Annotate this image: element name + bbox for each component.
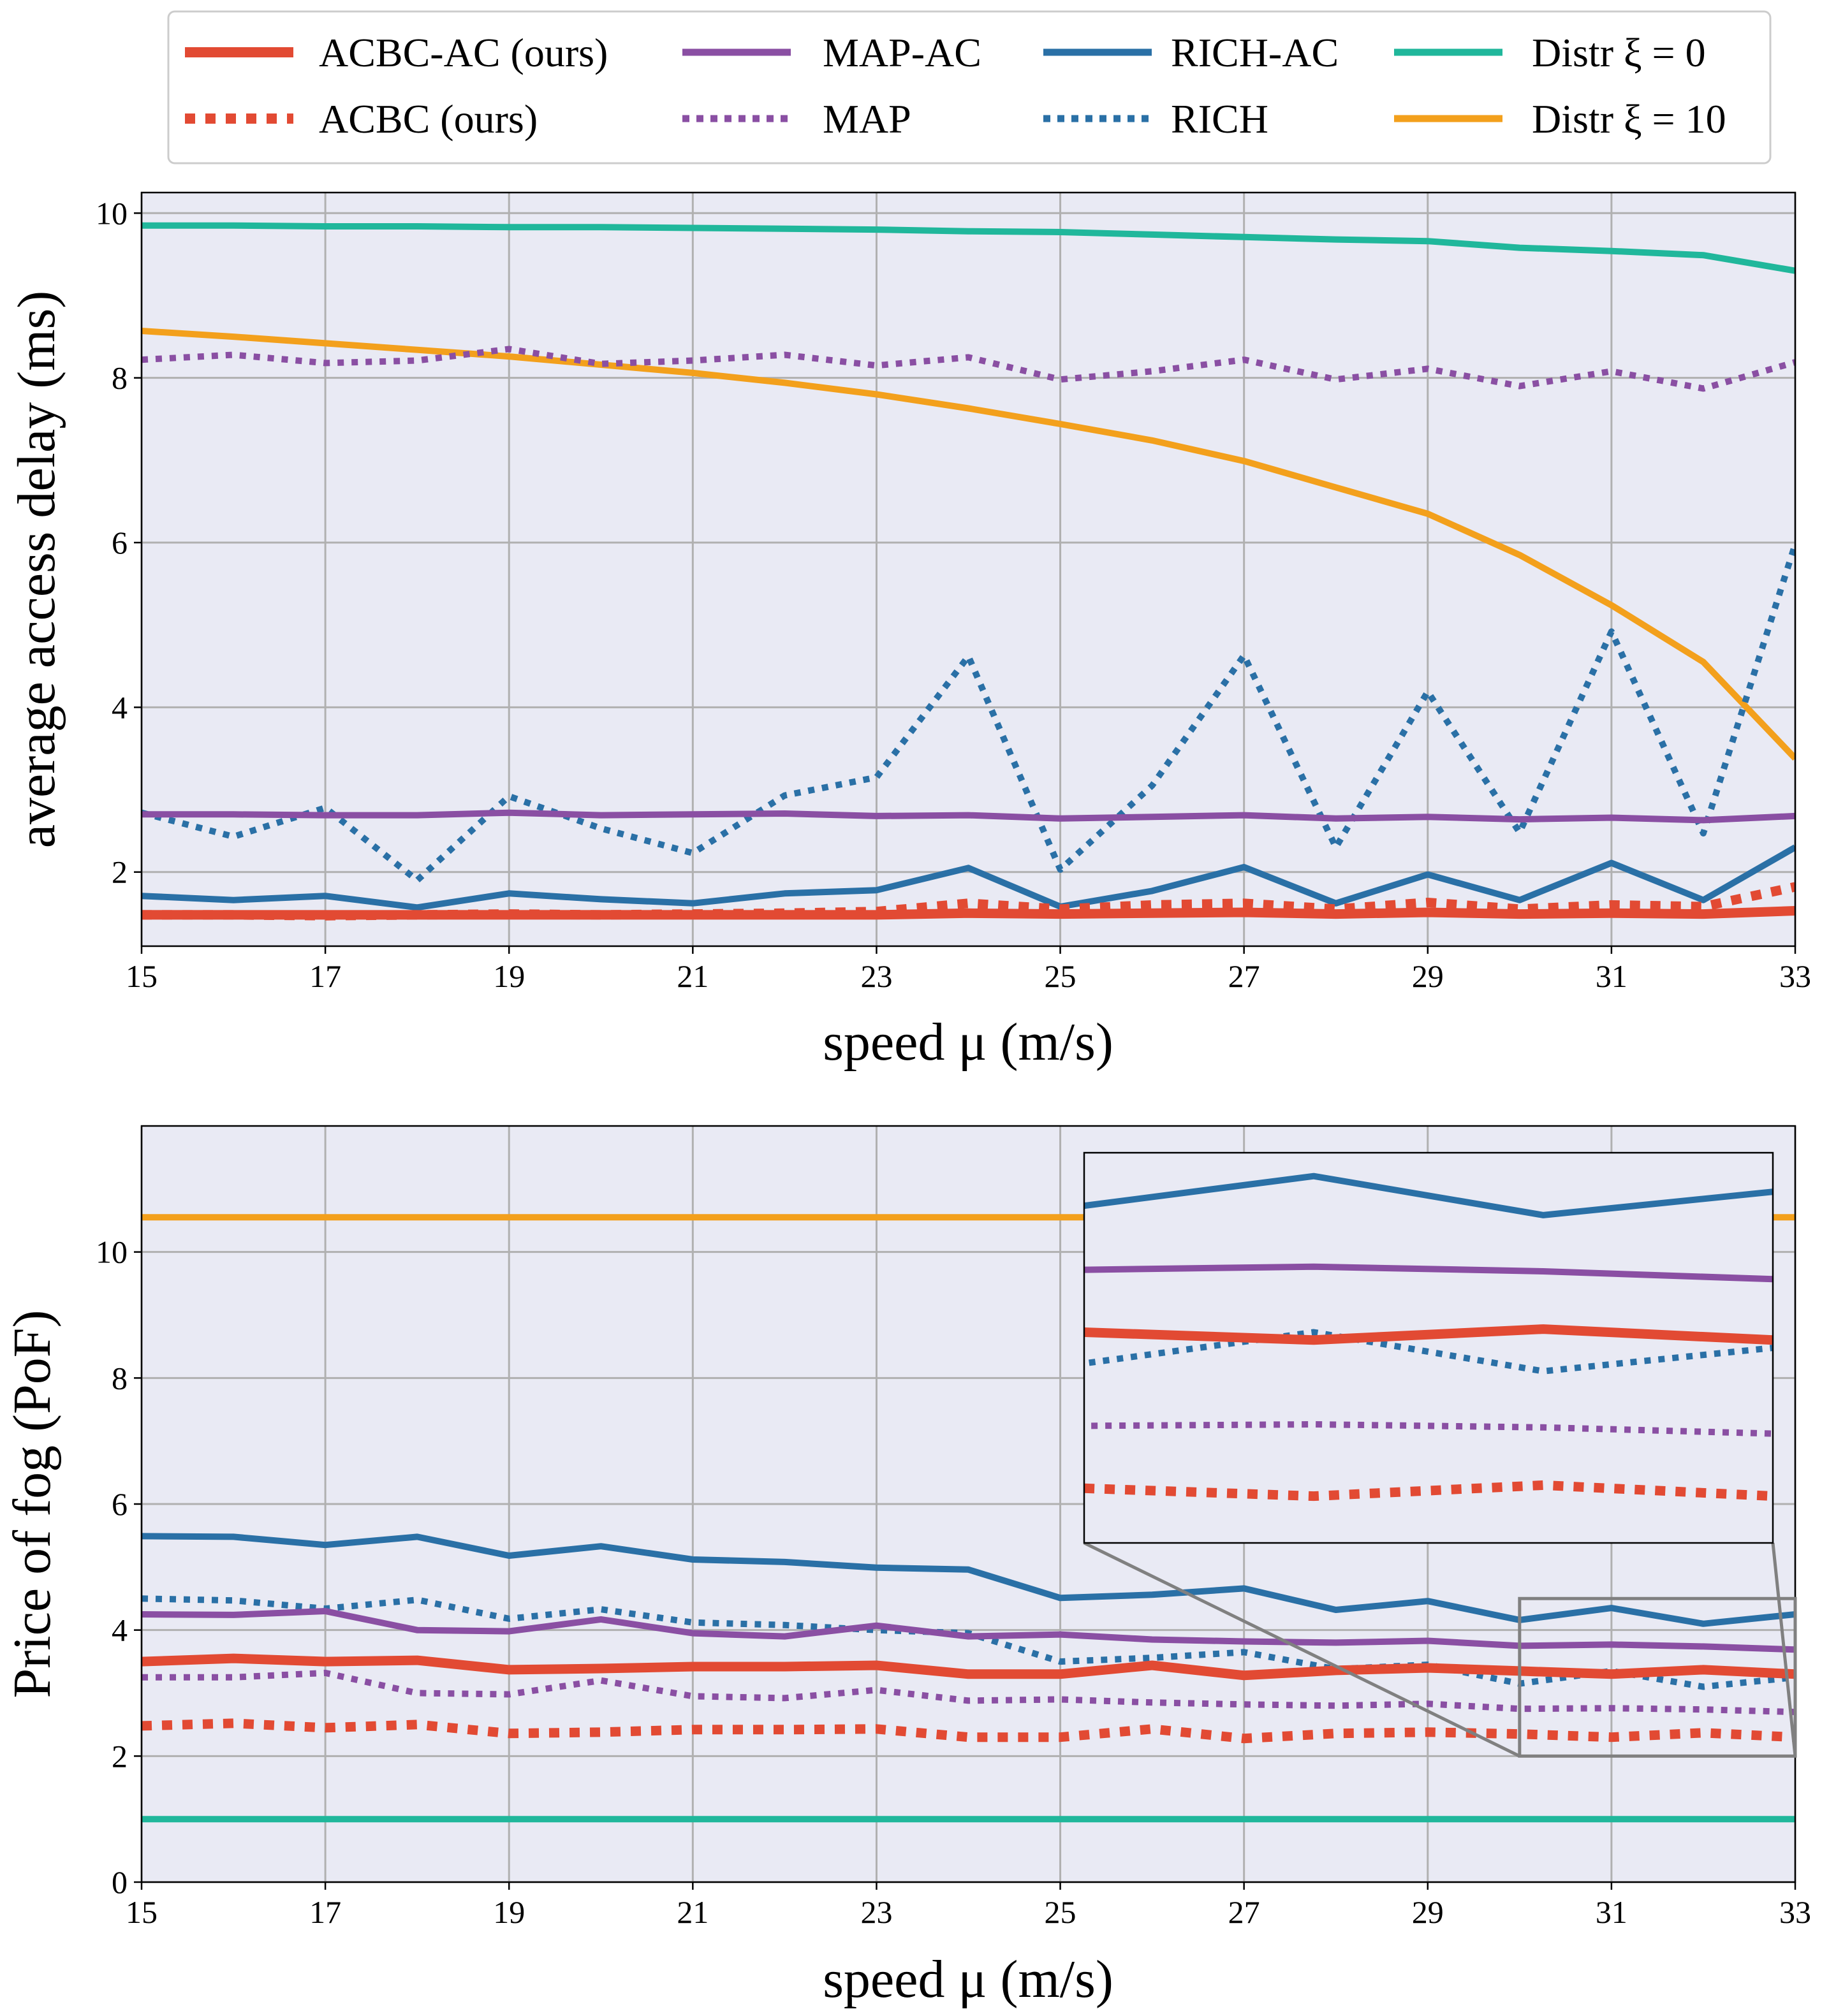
delay-series [142, 222, 1795, 921]
zoom-indicator [1083, 1541, 1797, 1758]
x-tick-label: 21 [677, 1894, 709, 1930]
x-tick-label: 17 [309, 958, 341, 994]
delay-frame [140, 191, 1796, 947]
series-line-distr0 [142, 222, 1795, 274]
y-tick-label: 8 [112, 1360, 128, 1396]
delay-ticks: 15 17 19 21 23 25 27 29 31 33 2 4 6 8 10 [96, 195, 1811, 994]
pof-x-axis-label: speed μ (m/s) [823, 1950, 1113, 2009]
pof-chart: 15 17 19 21 23 25 27 29 31 33 0 2 4 6 8 10 speed μ (m/s… [3, 1125, 1811, 2009]
x-tick-label: 15 [126, 958, 158, 994]
x-tick-label: 27 [1228, 958, 1260, 994]
x-tick-label: 21 [677, 958, 709, 994]
zoom-connector-right [1771, 1542, 1797, 1757]
legend-label-distr10: Distr ξ = 10 [1532, 96, 1726, 142]
legend-label-distr0: Distr ξ = 0 [1532, 30, 1706, 75]
y-tick-label: 4 [112, 689, 128, 725]
legend-label-acbc: ACBC (ours) [319, 96, 538, 142]
y-tick-label: 6 [112, 1486, 128, 1522]
x-tick-label: 31 [1596, 958, 1627, 994]
y-tick-label: 4 [112, 1612, 128, 1648]
y-tick-label: 2 [112, 1738, 128, 1774]
x-tick-label: 23 [860, 1894, 892, 1930]
y-tick-label: 8 [112, 360, 128, 396]
legend-label-map: MAP [823, 96, 911, 142]
x-tick-label: 19 [493, 958, 525, 994]
series-line-acbc_ac [142, 906, 1795, 920]
y-tick-label: 10 [96, 195, 128, 231]
pof-ticks: 15 17 19 21 23 25 27 29 31 33 0 2 4 6 8 10 [96, 1234, 1811, 1930]
legend-label-rich: RICH [1171, 96, 1268, 142]
delay-x-axis-label: speed μ (m/s) [823, 1012, 1113, 1072]
x-tick-label: 25 [1045, 958, 1076, 994]
x-tick-label: 17 [309, 1894, 341, 1930]
x-tick-label: 29 [1412, 1894, 1444, 1930]
series-line-rich_ac [142, 844, 1795, 911]
legend: ACBC-AC (ours) ACBC (ours) MAP-AC MAP RICH-A… [167, 10, 1772, 164]
zoom-inset [1083, 1151, 1774, 1544]
zoom-connector-left [1083, 1541, 1520, 1758]
delay-y-axis-label: average access delay (ms) [7, 291, 66, 849]
y-tick-label: 2 [112, 854, 128, 890]
x-tick-label: 33 [1779, 1894, 1811, 1930]
y-tick-label: 6 [112, 525, 128, 560]
legend-label-rich_ac: RICH-AC [1171, 30, 1339, 75]
x-tick-label: 23 [860, 958, 892, 994]
y-tick-label: 10 [96, 1234, 128, 1270]
series-line-map_ac [142, 809, 1795, 824]
zoom-source-box [1518, 1596, 1797, 1758]
x-tick-label: 33 [1779, 958, 1811, 994]
legend-label-acbc_ac: ACBC-AC (ours) [319, 30, 608, 75]
inset-frame [1083, 1151, 1774, 1544]
legend-frame [167, 10, 1772, 164]
x-tick-label: 29 [1412, 958, 1444, 994]
x-tick-label: 31 [1596, 1894, 1627, 1930]
pof-y-axis-label: Price of fog (PoF) [3, 1310, 62, 1698]
x-tick-label: 15 [126, 1894, 158, 1930]
x-tick-label: 25 [1045, 1894, 1076, 1930]
x-tick-label: 27 [1228, 1894, 1260, 1930]
x-tick-label: 19 [493, 1894, 525, 1930]
y-tick-label: 0 [112, 1864, 128, 1900]
delay-chart: 15 17 19 21 23 25 27 29 31 33 2 4 6 8 10 speed μ (m/s)… [7, 191, 1811, 1072]
inset-plot-area [1084, 1153, 1773, 1543]
series-line-map [142, 1669, 1795, 1716]
legend-label-map_ac: MAP-AC [823, 30, 981, 75]
series-line-map [142, 346, 1795, 392]
series-line-distr10 [142, 328, 1795, 761]
